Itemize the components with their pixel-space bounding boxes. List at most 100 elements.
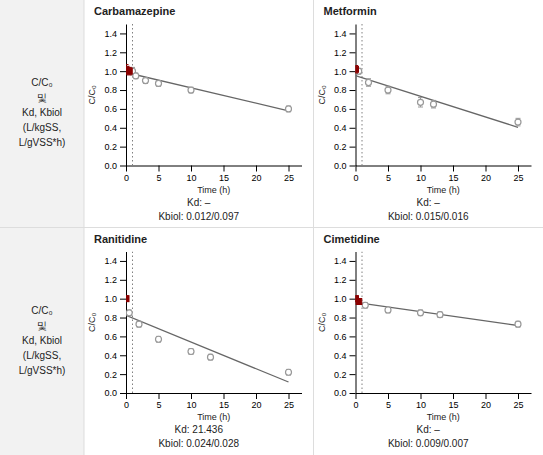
y-tick: 0.0 xyxy=(104,388,126,398)
annotation: Kd: – xyxy=(417,197,441,208)
panel-title: Metformin xyxy=(324,5,377,17)
x-tick-mark xyxy=(191,166,192,172)
y-tick-label: 0.8 xyxy=(104,313,117,323)
point-series xyxy=(356,68,521,126)
x-tick-label: 20 xyxy=(251,400,261,410)
y-tick: 1.4 xyxy=(334,256,356,266)
y-tick-label: 1.4 xyxy=(334,256,347,266)
x-axis: 0510152025 xyxy=(353,166,531,183)
point xyxy=(208,354,214,360)
annotation: Kbiol: 0.012/0.097 xyxy=(158,211,239,222)
x-tick-mark xyxy=(159,166,160,172)
y-tick-label: 0.6 xyxy=(334,104,347,114)
y-tick-mark xyxy=(350,280,356,281)
x-axis: 0510152025 xyxy=(353,393,531,410)
plot-area: 05101520250.00.20.40.60.81.01.21.4Time (… xyxy=(87,24,302,195)
row-label-line: C/C₀ xyxy=(31,77,52,88)
x-tick: 15 xyxy=(219,393,229,410)
y-tick: 0.6 xyxy=(334,332,356,342)
y-tick-mark xyxy=(350,261,356,262)
y-tick-mark xyxy=(120,71,126,72)
y-tick-label: 0.2 xyxy=(334,370,347,380)
point xyxy=(188,348,194,354)
y-axis: 0.00.20.40.60.81.01.21.4 xyxy=(104,252,126,398)
y-tick-mark xyxy=(350,299,356,300)
y-tick-label: 0.0 xyxy=(334,161,347,171)
error-bar xyxy=(137,321,142,327)
x-tick-mark xyxy=(256,166,257,172)
error-bar xyxy=(516,118,521,126)
point xyxy=(126,68,132,74)
point xyxy=(418,310,424,316)
x-tick: 10 xyxy=(416,166,426,183)
y-tick-mark xyxy=(350,52,356,53)
y-tick-mark xyxy=(350,147,356,148)
x-tick-label: 10 xyxy=(416,400,426,410)
point xyxy=(437,312,443,318)
x-tick: 10 xyxy=(186,393,196,410)
plot-area: 05101520250.00.20.40.60.81.01.21.4Time (… xyxy=(317,24,532,195)
x-tick: 15 xyxy=(219,166,229,183)
x-tick-mark xyxy=(126,166,127,172)
y-axis: 0.00.20.40.60.81.01.21.4 xyxy=(334,25,356,171)
y-tick-label: 0.6 xyxy=(334,332,347,342)
x-tick-mark xyxy=(224,166,225,172)
trend-line xyxy=(356,76,519,128)
point xyxy=(156,80,162,86)
y-axis: 0.00.20.40.60.81.01.21.4 xyxy=(334,252,356,398)
error-bar xyxy=(133,73,138,79)
y-tick: 1.4 xyxy=(104,29,126,39)
x-tick: 5 xyxy=(386,166,391,183)
x-axis-title: Time (h) xyxy=(427,185,460,195)
y-tick: 0.4 xyxy=(334,123,356,133)
point-series xyxy=(130,67,292,112)
x-axis: 0510152025 xyxy=(124,393,302,410)
y-tick-label: 1.2 xyxy=(104,48,117,58)
x-tick-label: 25 xyxy=(513,400,523,410)
point xyxy=(286,369,292,375)
row-label-line: L/gVSS*h) xyxy=(19,365,66,376)
row-label-line: 및 xyxy=(37,320,47,331)
error-bar xyxy=(363,302,368,308)
y-tick: 0.0 xyxy=(334,161,356,171)
x-tick: 0 xyxy=(353,166,358,183)
x-tick-mark xyxy=(388,393,389,399)
y-tick-label: 0.0 xyxy=(104,388,117,398)
y-tick-mark xyxy=(350,336,356,337)
x-tick-mark xyxy=(159,393,160,399)
y-tick-mark xyxy=(120,90,126,91)
x-axis-title: Time (h) xyxy=(427,412,460,422)
point xyxy=(385,87,391,93)
y-axis-title: C/C₀ xyxy=(317,85,327,104)
x-tick-mark xyxy=(453,166,454,172)
y-tick-mark xyxy=(120,261,126,262)
y-tick: 1.2 xyxy=(334,275,356,285)
annotation: Kd: 21.436 xyxy=(175,424,224,435)
y-tick: 1.0 xyxy=(334,67,356,77)
plot-area: 05101520250.00.20.40.60.81.01.21.4Time (… xyxy=(87,252,302,423)
x-tick-label: 5 xyxy=(386,400,391,410)
y-tick-label: 0.6 xyxy=(104,104,117,114)
error-bar xyxy=(286,106,291,112)
x-tick-mark xyxy=(289,393,290,399)
panel: Ranitidine05101520250.00.20.40.60.81.01.… xyxy=(87,233,302,450)
y-tick-mark xyxy=(350,71,356,72)
y-tick: 0.6 xyxy=(334,104,356,114)
point xyxy=(286,106,292,112)
y-tick-label: 1.0 xyxy=(104,294,117,304)
panel: Metformin05101520250.00.20.40.60.81.01.2… xyxy=(317,5,532,222)
y-tick: 0.4 xyxy=(104,351,126,361)
marks xyxy=(126,252,292,394)
y-axis-title: C/C₀ xyxy=(87,312,97,331)
point xyxy=(126,310,132,316)
row-label-line: Kd, Kbiol xyxy=(22,335,62,346)
point-series xyxy=(126,65,132,75)
x-tick-label: 25 xyxy=(284,400,294,410)
x-tick-label: 10 xyxy=(416,173,426,183)
x-tick-mark xyxy=(421,393,422,399)
y-tick: 1.2 xyxy=(334,48,356,58)
annotation: Kd: – xyxy=(417,424,441,435)
point xyxy=(366,79,372,85)
y-tick: 1.2 xyxy=(104,275,126,285)
x-tick-mark xyxy=(518,393,519,399)
